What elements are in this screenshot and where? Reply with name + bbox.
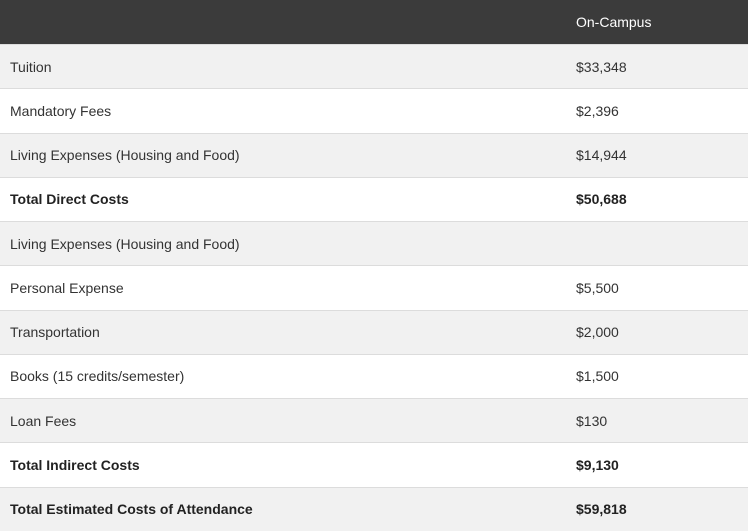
table-row: Mandatory Fees $2,396 bbox=[0, 88, 748, 133]
row-value: $5,500 bbox=[576, 279, 619, 296]
table-row: Tuition $33,348 bbox=[0, 44, 748, 89]
header-cells: On-Campus bbox=[0, 0, 748, 44]
row-label: Total Estimated Costs of Attendance bbox=[10, 501, 253, 518]
row-value: $14,944 bbox=[576, 147, 627, 164]
row-label: Loan Fees bbox=[10, 412, 77, 429]
row-cells: Living Expenses (Housing and Food) bbox=[0, 222, 748, 265]
row-value: $2,396 bbox=[576, 102, 619, 119]
row-value: $9,130 bbox=[576, 457, 619, 474]
table-header: On-Campus bbox=[0, 0, 748, 44]
row-cells: Loan Fees $130 bbox=[0, 399, 748, 442]
table-row: Personal Expense $5,500 bbox=[0, 265, 748, 310]
row-cells: Transportation $2,000 bbox=[0, 311, 748, 354]
column-header: On-Campus bbox=[576, 14, 652, 30]
row-cells: Books (15 credits/semester) $1,500 bbox=[0, 355, 748, 398]
table-row: Living Expenses (Housing and Food) bbox=[0, 221, 748, 266]
row-label: Mandatory Fees bbox=[10, 102, 112, 119]
row-value: $33,348 bbox=[576, 58, 627, 75]
row-label: Personal Expense bbox=[10, 279, 124, 296]
row-cells: Total Indirect Costs $9,130 bbox=[0, 443, 748, 486]
row-cells: Total Estimated Costs of Attendance $59,8… bbox=[0, 488, 748, 531]
table-row: Transportation $2,000 bbox=[0, 309, 748, 354]
row-label: Transportation bbox=[10, 324, 100, 341]
row-label: Books (15 credits/semester) bbox=[10, 368, 185, 385]
row-label: Total Direct Costs bbox=[10, 191, 129, 208]
row-value: $59,818 bbox=[576, 501, 627, 518]
row-label: Tuition bbox=[10, 58, 52, 75]
row-cells: Mandatory Fees $2,396 bbox=[0, 89, 748, 132]
table-row: Books (15 credits/semester) $1,500 bbox=[0, 353, 748, 399]
row-cells: Tuition $33,348 bbox=[0, 45, 748, 88]
table-row: Living Expenses (Housing and Food) $14,94… bbox=[0, 132, 748, 177]
table-row: Loan Fees $130 bbox=[0, 398, 748, 443]
row-cells: Living Expenses (Housing and Food) $14,94… bbox=[0, 134, 748, 177]
row-value: $2,000 bbox=[576, 324, 619, 341]
row-cells: Total Direct Costs $50,688 bbox=[0, 178, 748, 221]
table-body: Tuition $33,348 Mandatory Fees $2,396 Living… bbox=[0, 44, 748, 531]
row-value: $1,500 bbox=[576, 368, 619, 385]
row-value: $50,688 bbox=[576, 191, 627, 208]
row-label: Living Expenses (Housing and Food) bbox=[10, 147, 240, 164]
row-label: Living Expenses (Housing and Food) bbox=[10, 235, 240, 252]
table-row: Total Indirect Costs $9,130 bbox=[0, 442, 748, 487]
row-label: Total Indirect Costs bbox=[10, 457, 140, 474]
row-value: $130 bbox=[576, 412, 608, 429]
table-row: Total Direct Costs $50,688 bbox=[0, 176, 748, 222]
table-row: Total Estimated Costs of Attendance $59,8… bbox=[0, 486, 748, 531]
row-cells: Personal Expense $5,500 bbox=[0, 266, 748, 309]
